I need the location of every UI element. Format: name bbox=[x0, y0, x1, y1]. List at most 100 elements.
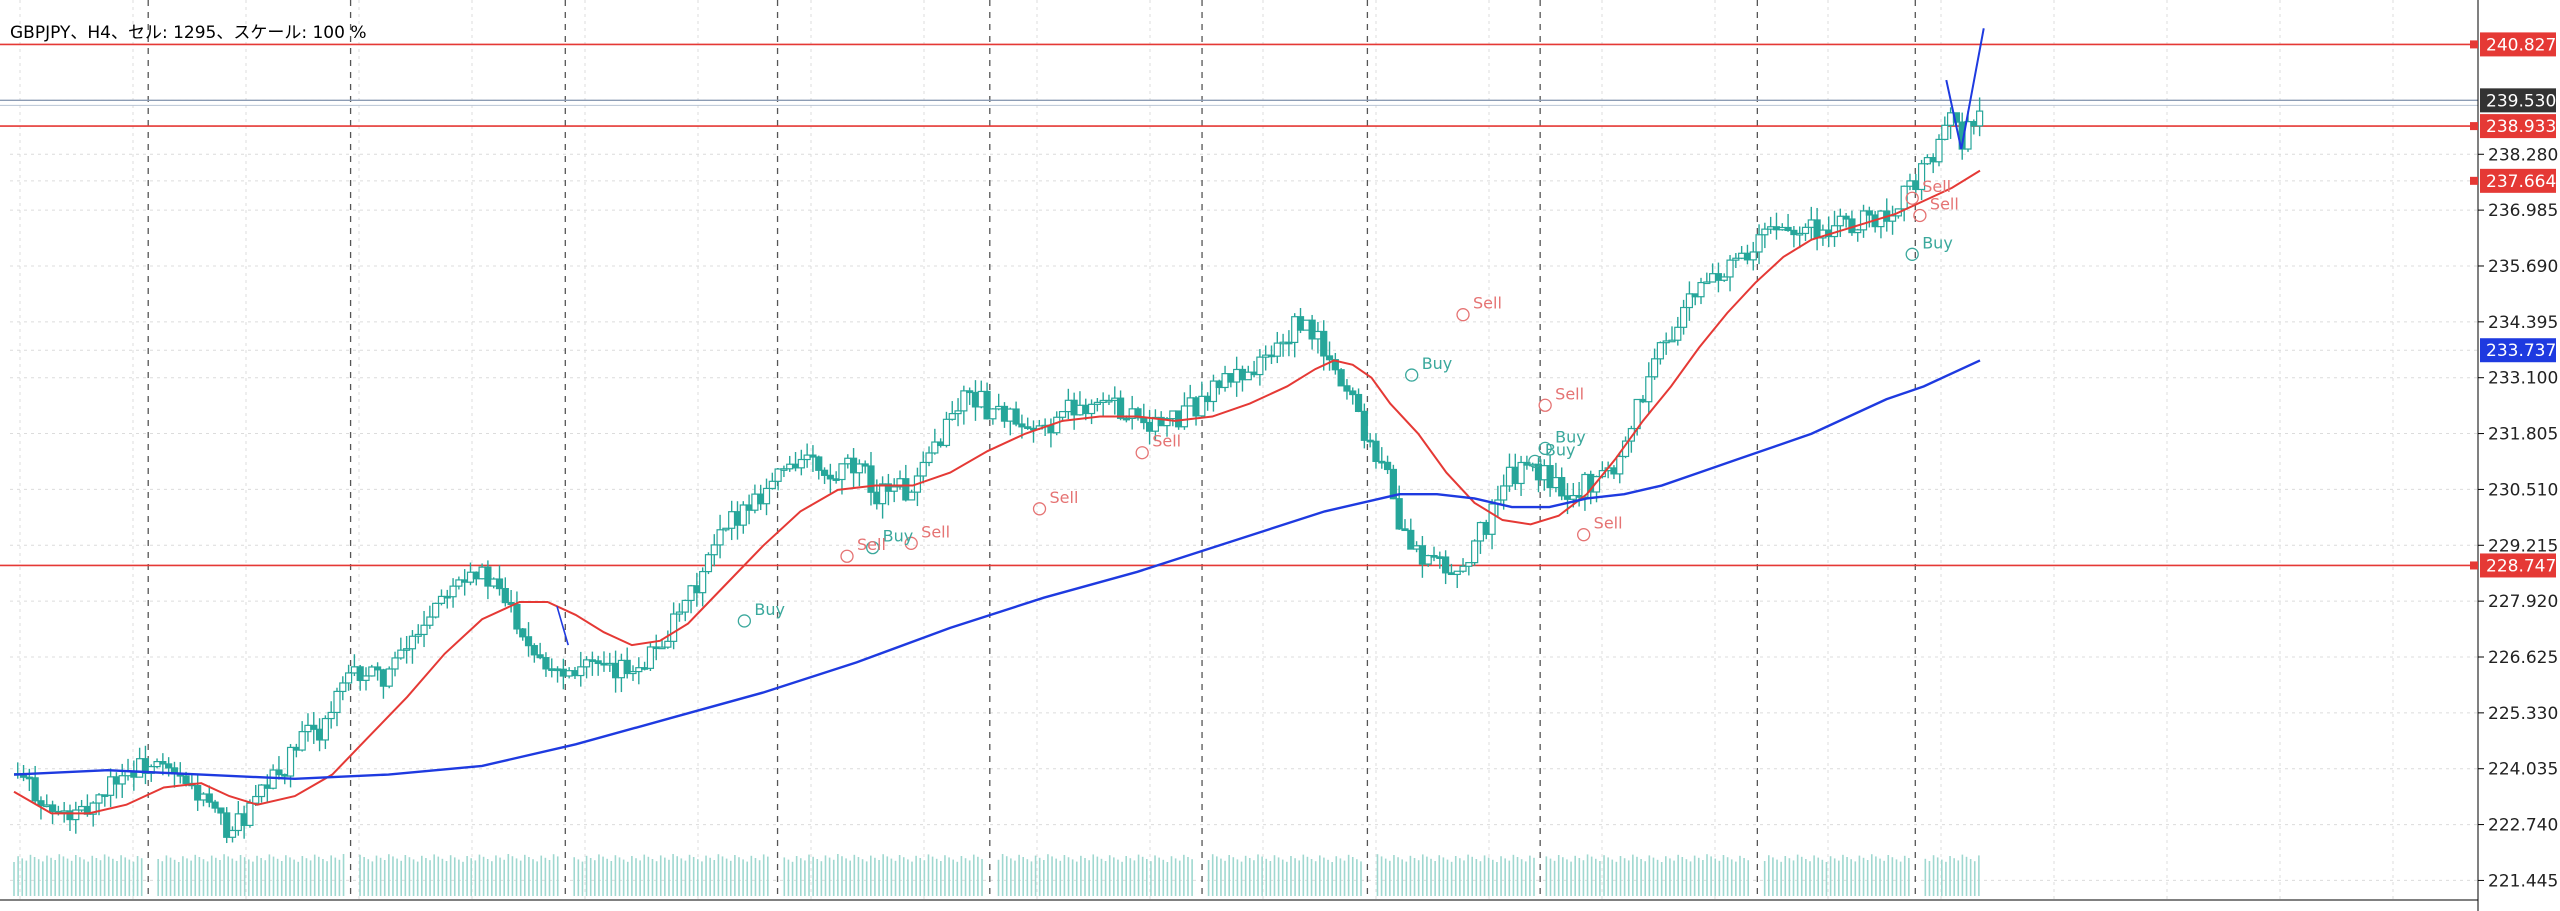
candle-body bbox=[1639, 398, 1647, 403]
signal-marker bbox=[1528, 454, 1542, 468]
candle-body bbox=[849, 457, 858, 474]
candle-body bbox=[971, 391, 980, 408]
candle-body bbox=[1291, 316, 1299, 344]
candle-body bbox=[1697, 281, 1705, 298]
axis-tick-label: 230.510 bbox=[2488, 480, 2558, 500]
price-label-bg bbox=[2480, 553, 2556, 578]
price-label-bg bbox=[2480, 338, 2556, 363]
candle-body bbox=[1430, 554, 1438, 558]
candle-body bbox=[1447, 572, 1456, 576]
candle-body bbox=[890, 486, 898, 492]
candle-body bbox=[1511, 466, 1519, 485]
signal-marker bbox=[1538, 441, 1552, 456]
volume-bars bbox=[13, 854, 1980, 896]
candle-body bbox=[159, 761, 167, 765]
axis-tick-label: 227.920 bbox=[2488, 592, 2558, 612]
price-label-text: 238.933 bbox=[2486, 117, 2556, 137]
price-label-marker bbox=[2470, 176, 2478, 185]
candle-body bbox=[1459, 565, 1467, 572]
moving-average-slow bbox=[13, 359, 1981, 781]
axis-tick-label: 235.690 bbox=[2488, 257, 2558, 277]
candle-body bbox=[757, 493, 765, 505]
candle-body bbox=[1122, 417, 1130, 421]
candle-body bbox=[1784, 226, 1792, 232]
signal-label: Buy bbox=[1422, 354, 1453, 373]
candle-body bbox=[815, 456, 823, 471]
candle-body bbox=[1354, 393, 1363, 412]
candle-body bbox=[582, 659, 591, 668]
candle-body bbox=[263, 784, 271, 789]
candle-body bbox=[1395, 498, 1403, 530]
candle-body bbox=[542, 657, 550, 670]
candle-body bbox=[1807, 219, 1815, 228]
candle-body bbox=[1105, 399, 1113, 403]
candles bbox=[14, 97, 1984, 844]
candle-body bbox=[1058, 410, 1067, 418]
candle-body bbox=[861, 463, 869, 467]
candle-body bbox=[397, 649, 405, 659]
candle-body bbox=[379, 669, 388, 687]
candle-body bbox=[1407, 529, 1415, 550]
candle-body bbox=[1238, 368, 1247, 381]
candle-body bbox=[466, 571, 475, 583]
candle-body bbox=[1801, 226, 1810, 235]
signal-marker bbox=[1905, 247, 1919, 261]
candle-body bbox=[286, 746, 295, 777]
candle-body bbox=[1204, 395, 1212, 403]
candle-body bbox=[1813, 219, 1821, 239]
price-label-marker bbox=[2470, 40, 2478, 49]
candle-body bbox=[240, 813, 248, 826]
candle-body bbox=[362, 675, 370, 681]
signal-label: Buy bbox=[754, 600, 785, 619]
candle-body bbox=[1256, 356, 1264, 376]
candle-body bbox=[1418, 545, 1427, 565]
candle-body bbox=[1064, 399, 1072, 413]
trade-signals: SellSellSellBuySellBuyBuySellSellBuyBuyS… bbox=[737, 177, 1959, 628]
candle-body bbox=[1314, 330, 1322, 340]
signal-marker bbox=[1538, 398, 1552, 412]
candle-body bbox=[25, 776, 33, 780]
candle-body bbox=[780, 468, 788, 471]
candle-body bbox=[1337, 369, 1345, 387]
candle-body bbox=[1854, 229, 1862, 234]
candle-body bbox=[1279, 341, 1287, 345]
candle-body bbox=[478, 566, 486, 580]
candle-body bbox=[873, 491, 881, 505]
candle-body bbox=[1180, 405, 1189, 428]
candle-body bbox=[600, 662, 608, 666]
candle-body bbox=[739, 504, 747, 526]
candle-body bbox=[292, 746, 300, 751]
candle-body bbox=[977, 390, 985, 408]
candle-body bbox=[774, 468, 782, 482]
candle-body bbox=[1778, 226, 1786, 231]
candle-body bbox=[867, 465, 875, 493]
candle-body bbox=[1726, 259, 1734, 278]
signal-label: Sell bbox=[1922, 177, 1951, 196]
candle-body bbox=[797, 458, 805, 469]
candle-body bbox=[611, 662, 620, 679]
candle-body bbox=[310, 724, 318, 730]
candle-body bbox=[1935, 138, 1943, 163]
candle-body bbox=[1970, 121, 1978, 127]
candle-body bbox=[937, 441, 945, 447]
candle-body bbox=[559, 668, 567, 677]
candle-body bbox=[1912, 180, 1920, 191]
candle-body bbox=[182, 775, 190, 785]
signal-marker bbox=[866, 540, 880, 555]
candle-body bbox=[1221, 373, 1229, 389]
candle-body bbox=[1209, 380, 1218, 403]
candle-body bbox=[385, 668, 393, 687]
candle-body bbox=[1413, 545, 1421, 550]
candle-body bbox=[344, 672, 353, 684]
signal-marker bbox=[1135, 446, 1149, 460]
candle-body bbox=[1796, 232, 1804, 236]
candle-body bbox=[1325, 355, 1334, 361]
candle-body bbox=[1000, 405, 1009, 422]
signal-label: Buy bbox=[1922, 233, 1953, 252]
candle-body bbox=[693, 585, 701, 594]
candle-body bbox=[664, 640, 672, 648]
candle-body bbox=[194, 785, 202, 801]
candle-body bbox=[1749, 251, 1757, 261]
